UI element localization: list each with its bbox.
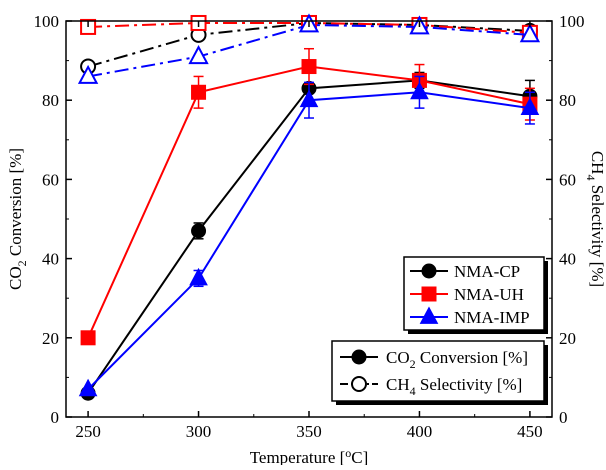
data-point bbox=[78, 378, 98, 397]
legend-marker bbox=[351, 376, 367, 392]
data-point bbox=[301, 59, 317, 75]
x-tick-label: 250 bbox=[75, 422, 101, 441]
y-tick-label-left: 0 bbox=[51, 408, 60, 427]
y-tick-label-right: 40 bbox=[559, 250, 576, 269]
y-axis-label-right: CH4 Selectivity [%] bbox=[584, 151, 606, 287]
y-tick-label-right: 80 bbox=[559, 91, 576, 110]
y-tick-label-left: 80 bbox=[42, 91, 59, 110]
x-tick-label: 400 bbox=[407, 422, 433, 441]
y-tick-label-right: 60 bbox=[559, 170, 576, 189]
y-tick-label-left: 100 bbox=[34, 12, 60, 31]
legend-label: NMA-CP bbox=[454, 262, 520, 281]
y-tick-label-left: 40 bbox=[42, 250, 59, 269]
data-point bbox=[77, 64, 99, 84]
legend-box bbox=[331, 340, 545, 402]
y-tick-label-right: 20 bbox=[559, 329, 576, 348]
y-tick-label-left: 60 bbox=[42, 170, 59, 189]
legend-marker bbox=[419, 306, 439, 324]
x-tick-label: 300 bbox=[186, 422, 212, 441]
legend-label: CO2 Conversion [%] bbox=[386, 348, 528, 371]
y-tick-label-left: 20 bbox=[42, 329, 59, 348]
legend-marker bbox=[421, 263, 437, 279]
legend-marker bbox=[421, 286, 437, 302]
legend-label: CH4 Selectivity [%] bbox=[386, 375, 522, 398]
y-axis-label-left: CO2 Conversion [%] bbox=[6, 148, 29, 290]
data-point bbox=[191, 223, 207, 239]
x-axis-label: Temperature [oC] bbox=[250, 446, 369, 465]
axes-layer: 250 300 350 400 450 0 0 20 20 40 40 60 60 80 80 100 100 bbox=[34, 12, 585, 441]
data-point bbox=[191, 84, 207, 100]
data-point bbox=[189, 267, 208, 286]
legend-label: NMA-UH bbox=[454, 285, 524, 304]
data-point bbox=[188, 45, 209, 65]
data-point bbox=[80, 330, 96, 346]
legend-metrics: CO2 Conversion [%] CH4 Selectivity [%] bbox=[331, 340, 548, 405]
legend-marker bbox=[351, 349, 367, 365]
data-point bbox=[299, 89, 319, 108]
data-point bbox=[410, 81, 429, 100]
data-point bbox=[520, 97, 540, 116]
legend-label: NMA-IMP bbox=[454, 308, 530, 327]
legend-samples: NMA-CP NMA-UH NMA-IMP bbox=[403, 256, 548, 334]
x-tick-label: 450 bbox=[517, 422, 543, 441]
y-tick-label-right: 0 bbox=[559, 408, 568, 427]
data-point bbox=[519, 23, 541, 43]
y-tick-label-right: 100 bbox=[559, 12, 585, 31]
series-nma-imp-conversion bbox=[78, 75, 540, 397]
x-tick-label: 350 bbox=[296, 422, 322, 441]
